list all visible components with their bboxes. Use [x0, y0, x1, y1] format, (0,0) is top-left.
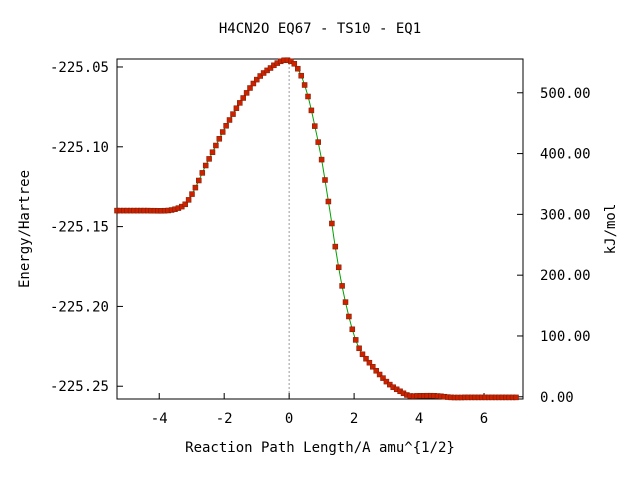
data-point — [380, 375, 386, 381]
data-point — [376, 371, 383, 378]
data-point — [295, 65, 301, 72]
data-point — [213, 142, 219, 149]
data-point — [257, 73, 263, 79]
data-point — [219, 129, 226, 135]
chart-title: H4CN2O EQ67 - TS10 - EQ1 — [219, 21, 421, 37]
data-point — [315, 139, 321, 145]
data-point — [237, 100, 243, 106]
x-tick-label: 2 — [350, 411, 358, 427]
data-point — [226, 117, 233, 123]
data-point — [370, 364, 376, 370]
data-point — [254, 76, 260, 83]
y2-tick-label: 100.00 — [540, 329, 591, 345]
y2-tick-label: 0.00 — [540, 390, 574, 406]
data-point — [291, 61, 298, 67]
data-point — [206, 156, 212, 162]
y2-tick-label: 500.00 — [540, 86, 591, 102]
data-point — [216, 136, 223, 142]
data-point — [182, 201, 188, 208]
data-point — [356, 345, 362, 352]
y-tick-label: -225.25 — [50, 379, 109, 395]
y-tick-label: -225.10 — [50, 140, 109, 156]
data-point — [223, 123, 229, 129]
data-point — [196, 177, 202, 184]
data-point — [209, 149, 216, 155]
y-tick-label: -225.15 — [50, 220, 109, 236]
data-point — [185, 197, 192, 203]
y-tick-label: -225.20 — [50, 299, 109, 315]
y2-tick-label: 300.00 — [540, 207, 591, 223]
data-point — [349, 326, 356, 333]
x-tick-label: -4 — [151, 411, 168, 427]
data-point — [240, 95, 246, 101]
data-point — [243, 90, 250, 96]
data-point — [301, 82, 308, 88]
data-point — [233, 105, 240, 111]
data-point — [308, 107, 315, 114]
data-point — [305, 93, 311, 100]
data-point — [352, 337, 359, 343]
data-point — [383, 378, 390, 385]
data-point — [312, 123, 318, 129]
x-tick-label: 0 — [285, 411, 293, 427]
data-point — [298, 72, 304, 79]
data-point — [363, 355, 369, 362]
y2-tick-label: 400.00 — [540, 147, 591, 163]
data-point — [247, 85, 253, 91]
y2-axis-label: kJ/mol — [603, 204, 619, 255]
data-point — [189, 191, 195, 197]
data-point — [230, 111, 236, 117]
data-point — [359, 351, 366, 358]
data-point — [329, 220, 335, 227]
y2-tick-label: 200.00 — [540, 268, 591, 284]
data-point — [342, 299, 349, 305]
data-point — [318, 156, 325, 163]
y-tick-label: -225.05 — [50, 60, 109, 76]
y-axis-right: 0.00 100.00 200.00 300.00 400.00 500.00 — [517, 86, 591, 406]
series-points — [114, 57, 519, 401]
x-axis-label: Reaction Path Length/A amu^{1/2} — [185, 440, 455, 456]
x-tick-label: -2 — [216, 411, 233, 427]
y-axis-left: -225.25 -225.20 -225.15 -225.10 -225.05 — [50, 60, 123, 395]
x-axis: -4 -2 0 2 4 6 — [151, 393, 488, 427]
data-point — [250, 80, 257, 87]
data-point — [346, 313, 352, 320]
plot-frame — [116, 58, 524, 400]
y-axis-label: Energy/Hartree — [17, 170, 33, 288]
data-point — [366, 359, 373, 366]
data-point — [322, 177, 328, 183]
data-point — [332, 243, 339, 250]
data-point — [202, 162, 209, 169]
data-point — [325, 198, 332, 205]
data-point — [192, 184, 199, 191]
data-point — [513, 394, 519, 401]
x-tick-label: 4 — [415, 411, 423, 427]
data-point — [199, 170, 206, 176]
series-line — [117, 59, 517, 398]
data-point — [373, 368, 379, 374]
data-point — [335, 264, 342, 271]
data-point — [339, 283, 345, 289]
x-tick-label: 6 — [480, 411, 488, 427]
